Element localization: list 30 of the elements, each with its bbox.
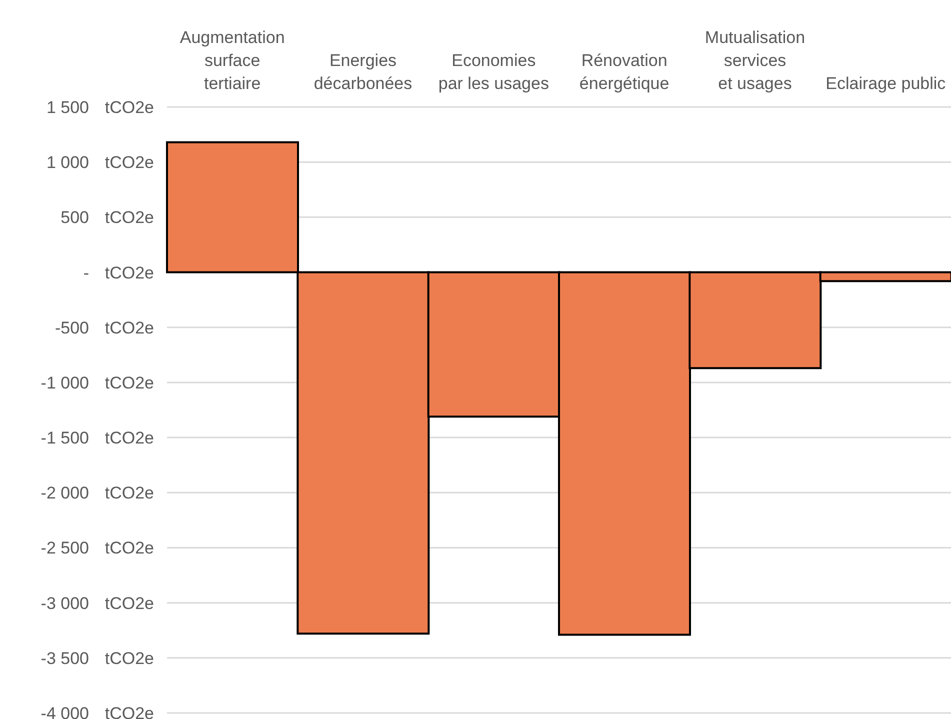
x-tick-label: Economies par les usages [438,51,549,93]
text: tCO2e [104,538,154,558]
x-tick-label: Mutualisation services et usages [704,28,806,93]
y-tick-label: -3 500 [40,648,89,668]
text: tCO2e [104,428,154,448]
text: tCO2e [104,594,154,613]
text: tCO2e [104,318,154,338]
text: tCO2e [104,373,154,392]
y-tick-label: 500 [60,208,89,228]
text: tCO2e [104,484,154,503]
text: tCO2e [104,153,154,172]
x-tick-label: Energies décarbonées [314,51,412,93]
y-tick-label: 1 500 [46,98,89,117]
y-tick-label: -2 500 [40,538,89,558]
y-tick-label: -3 000 [40,594,89,613]
y-tick-label: -500 [54,318,89,338]
y-tick-label: 1 000 [46,153,89,172]
y-tick-label: -4 000 [40,704,89,719]
y-tick-label: -2 000 [40,484,89,503]
y-axis-title: tCO2e [104,98,154,117]
y-tick-label: -1 500 [40,428,89,448]
y-tick-label: -1 000 [40,373,89,392]
y-tick-label: - [83,263,89,282]
text: tCO2e [104,208,154,228]
x-tick-label: Rénovation énergétique [579,51,670,93]
text: tCO2e [104,263,154,282]
x-tick-label: Eclairage public [826,74,946,93]
text: tCO2e [104,704,154,719]
x-tick-label: Augmentation surface tertiaire [180,28,285,93]
text: tCO2e [104,648,154,668]
